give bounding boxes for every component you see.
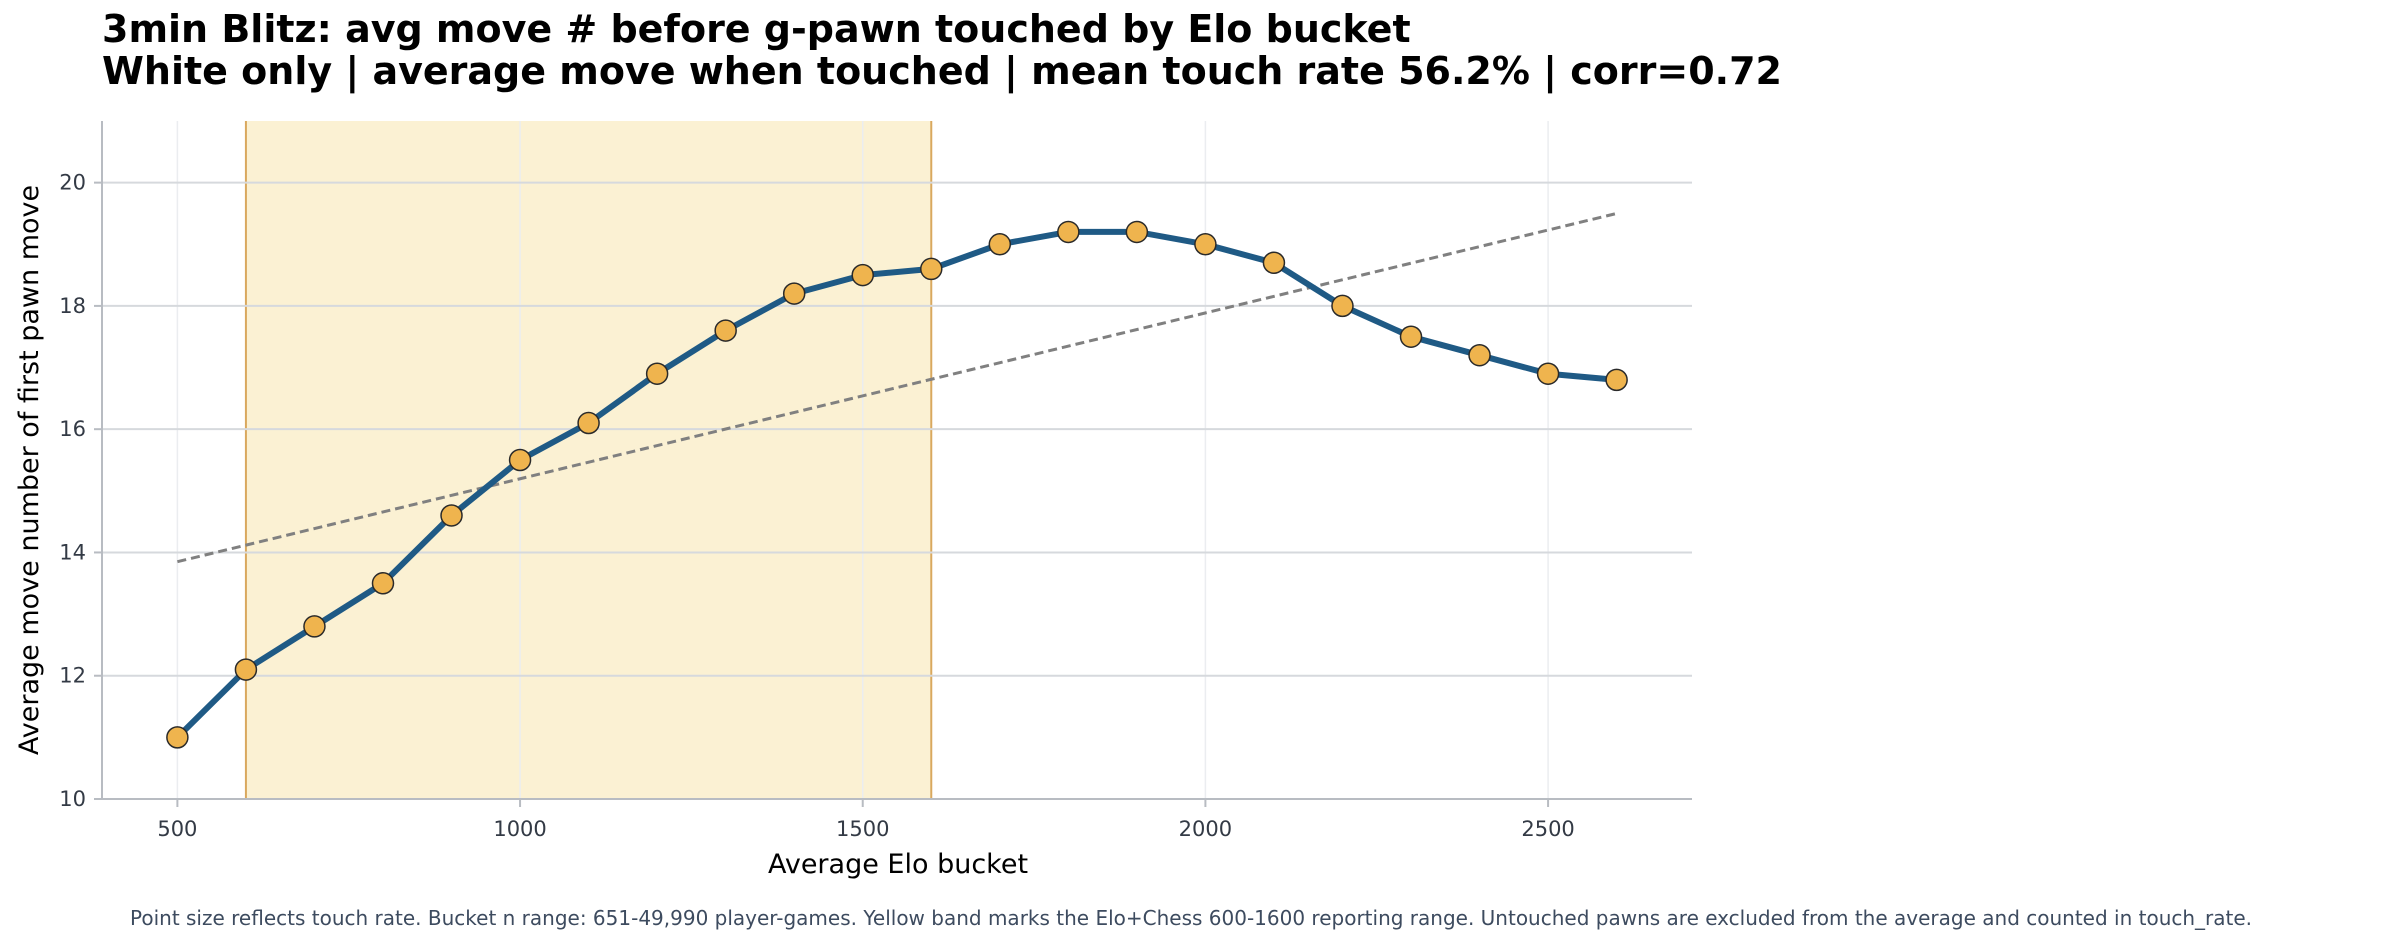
x-axis-label: Average Elo bucket [768,849,1028,880]
data-point [851,263,874,287]
data-point [1262,251,1286,275]
axis-layer: 500 1000 1500 2000 2500 10 12 14 16 18 20 [59,121,1692,841]
data-point [988,233,1012,256]
chart-caption: Point size reflects touch rate. Bucket n… [130,906,2253,930]
data-point [714,319,737,342]
data-point [234,658,258,681]
y-tick-label: 20 [59,171,86,195]
chart-title-block: 3min Blitz: avg move # before g-pawn tou… [102,8,1782,92]
data-point [1468,343,1491,367]
data-point [1194,233,1217,256]
x-tick-label: 500 [157,817,197,841]
data-point [782,282,806,305]
data-point [440,504,463,527]
data-point [508,448,532,472]
data-point [166,726,189,749]
chart-title: 3min Blitz: avg move # before g-pawn tou… [102,7,1411,51]
data-point [577,411,600,435]
label-layer: Average Elo bucket Average move number o… [14,185,1028,880]
data-point [1331,294,1354,318]
chart-subtitle: White only | average move when touched |… [102,49,1782,93]
data-point [371,572,395,595]
x-tick-label: 1000 [493,817,546,841]
data-point [1125,220,1149,244]
trend-layer [177,211,1617,564]
band-layer [244,121,933,799]
data-point [303,615,326,638]
data-point [920,257,943,281]
y-tick-label: 10 [59,787,86,811]
data-point [1399,325,1423,348]
y-axis-label: Average move number of first pawn move [14,185,45,755]
y-tick-label: 16 [59,417,86,441]
data-point [1536,362,1560,385]
trend-line [177,211,1617,564]
x-tick-label: 2000 [1179,817,1232,841]
data-point [1057,220,1080,244]
series-line [174,228,1620,741]
x-tick-label: 1500 [836,817,889,841]
y-tick-label: 18 [59,294,86,318]
series-layer [166,220,1628,749]
data-point [645,362,669,385]
y-tick-label: 12 [59,664,86,688]
x-tick-label: 2500 [1521,817,1574,841]
y-tick-label: 14 [59,540,86,564]
data-point [1605,368,1628,392]
highlight-band [245,121,932,799]
